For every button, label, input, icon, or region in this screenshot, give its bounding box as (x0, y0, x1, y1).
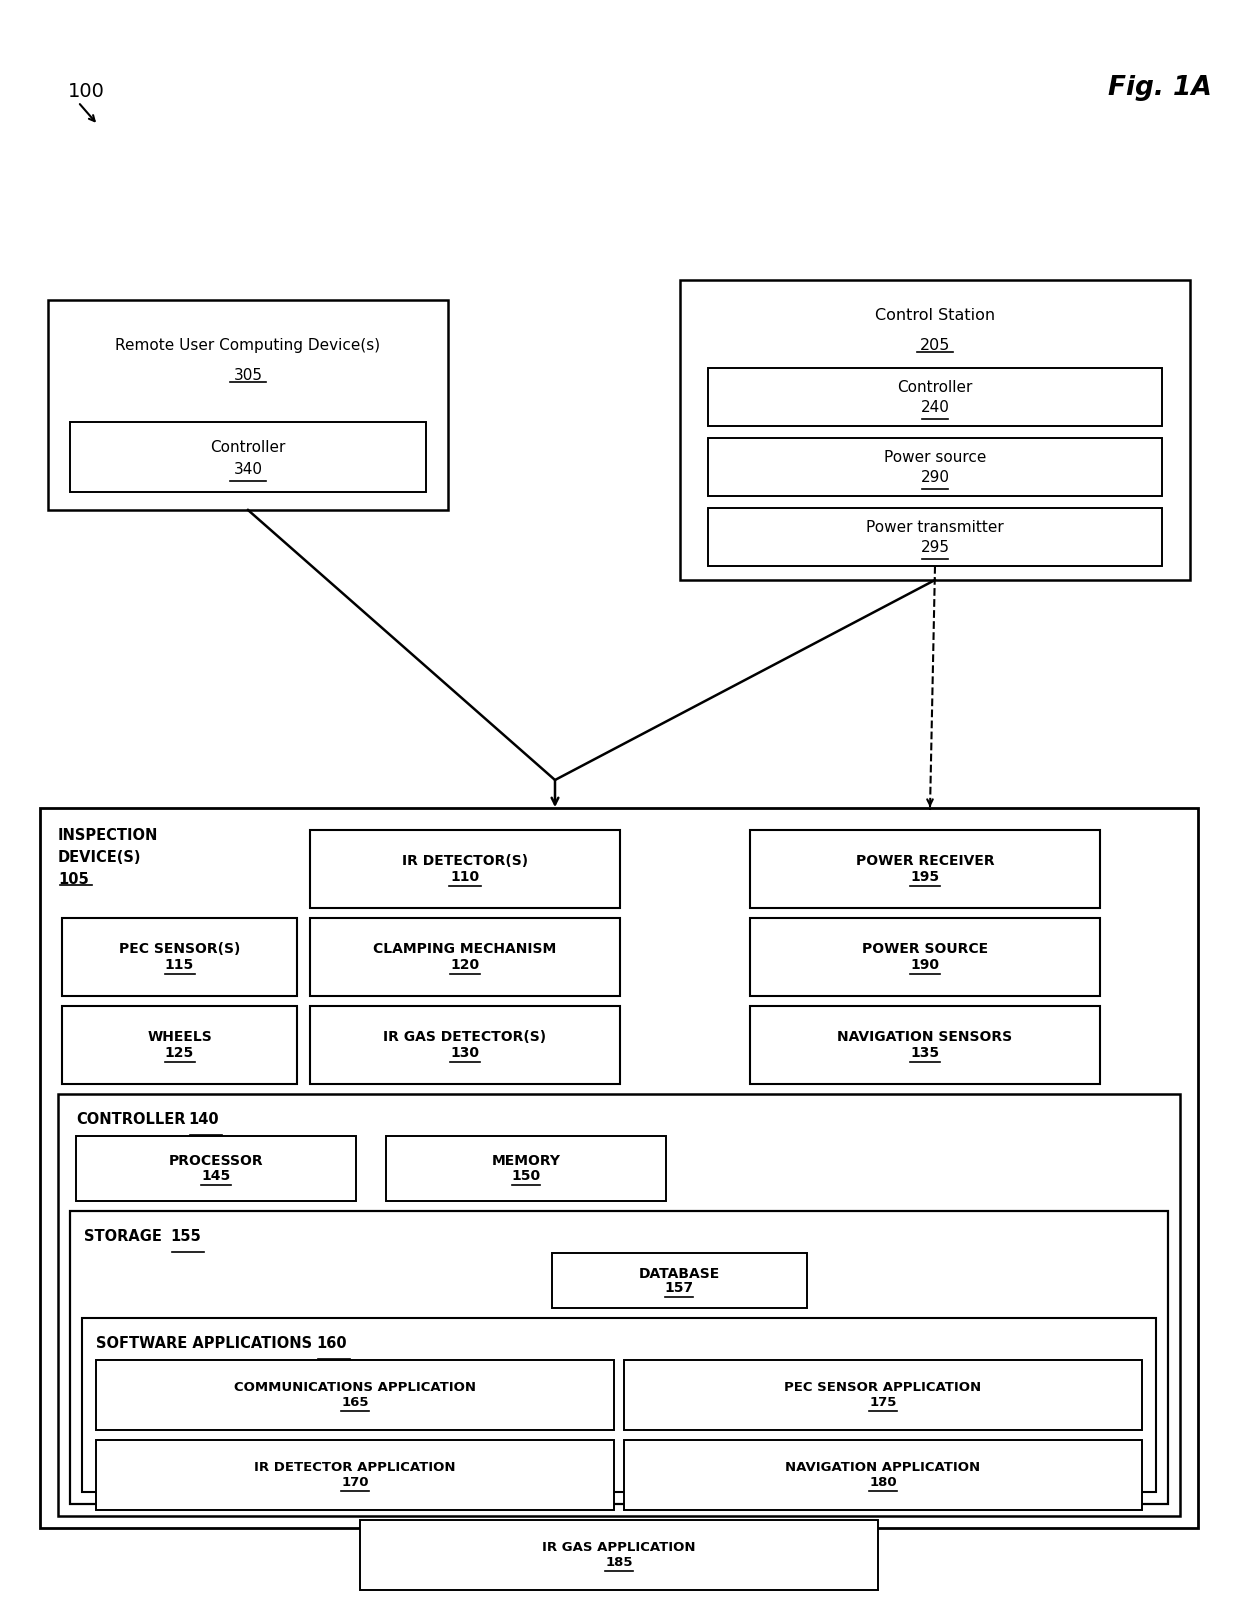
Bar (48, 300, 448, 510)
Text: 340: 340 (233, 462, 263, 476)
Text: NAVIGATION APPLICATION: NAVIGATION APPLICATION (785, 1461, 981, 1474)
Text: Remote User Computing Device(s): Remote User Computing Device(s) (115, 339, 381, 353)
Text: 150: 150 (511, 1170, 541, 1183)
Text: POWER SOURCE: POWER SOURCE (862, 941, 988, 956)
Bar (750, 1006, 1100, 1084)
Text: PEC SENSOR APPLICATION: PEC SENSOR APPLICATION (785, 1380, 982, 1393)
Text: CONTROLLER: CONTROLLER (76, 1111, 186, 1128)
Text: IR GAS APPLICATION: IR GAS APPLICATION (542, 1541, 696, 1554)
Text: 170: 170 (341, 1476, 368, 1489)
Text: IR DETECTOR(S): IR DETECTOR(S) (402, 854, 528, 868)
Bar (310, 829, 620, 907)
Bar (680, 280, 1190, 580)
Bar (310, 1006, 620, 1084)
Text: 180: 180 (869, 1476, 897, 1489)
Bar (750, 919, 1100, 996)
Text: POWER RECEIVER: POWER RECEIVER (856, 854, 994, 868)
Text: 115: 115 (165, 957, 195, 972)
Text: DEVICE(S): DEVICE(S) (58, 850, 141, 865)
Bar (386, 1136, 666, 1200)
Bar (624, 1440, 1142, 1510)
Text: 135: 135 (910, 1047, 940, 1059)
Bar (708, 368, 1162, 426)
Text: 290: 290 (920, 470, 950, 486)
Bar (76, 1136, 356, 1200)
Text: Power transmitter: Power transmitter (866, 520, 1004, 536)
Text: 105: 105 (58, 872, 89, 888)
Text: Control Station: Control Station (875, 308, 994, 322)
Text: IR GAS DETECTOR(S): IR GAS DETECTOR(S) (383, 1030, 547, 1043)
Bar (40, 808, 1198, 1528)
Text: DATABASE: DATABASE (639, 1267, 719, 1280)
Text: 125: 125 (165, 1047, 195, 1059)
Bar (95, 1361, 614, 1430)
Text: 130: 130 (450, 1047, 480, 1059)
Bar (69, 1212, 1168, 1503)
Text: 190: 190 (910, 957, 940, 972)
Text: Controller: Controller (898, 381, 972, 395)
Text: Fig. 1A: Fig. 1A (1109, 75, 1211, 100)
Bar (310, 919, 620, 996)
Text: 185: 185 (605, 1555, 632, 1570)
Text: STORAGE: STORAGE (84, 1230, 162, 1244)
Text: 120: 120 (450, 957, 480, 972)
Text: Power source: Power source (884, 450, 986, 465)
Bar (82, 1319, 1156, 1492)
Text: NAVIGATION SENSORS: NAVIGATION SENSORS (837, 1030, 1013, 1043)
Bar (58, 1094, 1180, 1516)
Bar (708, 437, 1162, 496)
Text: 157: 157 (665, 1280, 693, 1294)
Text: 175: 175 (869, 1396, 897, 1409)
Text: PEC SENSOR(S): PEC SENSOR(S) (119, 941, 241, 956)
Bar (69, 421, 427, 492)
Text: MEMORY: MEMORY (491, 1153, 560, 1168)
Bar (624, 1361, 1142, 1430)
Text: CLAMPING MECHANISM: CLAMPING MECHANISM (373, 941, 557, 956)
Text: PROCESSOR: PROCESSOR (169, 1153, 263, 1168)
Text: 195: 195 (910, 870, 940, 885)
Text: SOFTWARE APPLICATIONS: SOFTWARE APPLICATIONS (95, 1336, 312, 1351)
Bar (552, 1252, 806, 1307)
Text: 305: 305 (233, 368, 263, 382)
Text: COMMUNICATIONS APPLICATION: COMMUNICATIONS APPLICATION (234, 1380, 476, 1393)
Text: 100: 100 (68, 83, 105, 100)
Text: IR DETECTOR APPLICATION: IR DETECTOR APPLICATION (254, 1461, 456, 1474)
Text: 160: 160 (316, 1336, 347, 1351)
Bar (708, 509, 1162, 565)
Text: 110: 110 (450, 870, 480, 885)
Bar (62, 1006, 298, 1084)
Text: 145: 145 (201, 1170, 231, 1183)
Text: 165: 165 (341, 1396, 368, 1409)
Text: 205: 205 (920, 339, 950, 353)
Text: INSPECTION: INSPECTION (58, 828, 159, 842)
Bar (750, 829, 1100, 907)
Text: Controller: Controller (211, 439, 285, 455)
Text: 295: 295 (920, 541, 950, 556)
Bar (62, 919, 298, 996)
Text: 140: 140 (188, 1111, 218, 1128)
Bar (95, 1440, 614, 1510)
Text: 240: 240 (920, 400, 950, 415)
Bar (360, 1520, 878, 1589)
Text: WHEELS: WHEELS (148, 1030, 212, 1043)
Text: 155: 155 (170, 1230, 201, 1244)
